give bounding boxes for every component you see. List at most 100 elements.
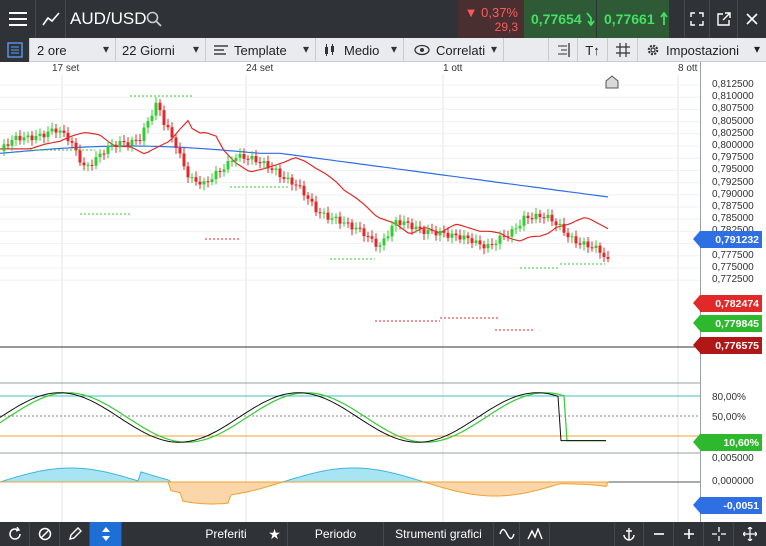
candle-body (94, 157, 98, 166)
anchor-icon (623, 528, 635, 541)
candle-body (34, 135, 38, 141)
chart-list-button[interactable] (0, 38, 30, 62)
candle-body (290, 177, 294, 185)
indicator-tick: 0,000000 (712, 476, 754, 487)
interval-dropdown[interactable]: 2 ore (30, 38, 116, 62)
price-tick: 0,800000 (712, 140, 754, 151)
range-dropdown[interactable]: 22 Giorni (116, 38, 206, 62)
zigzag-button[interactable] (520, 522, 550, 546)
candle-body (102, 153, 106, 155)
no-entry-icon (38, 527, 51, 541)
candle-body (274, 168, 278, 170)
candle-body (198, 181, 202, 185)
text-size-button[interactable]: T↑ (578, 38, 608, 62)
candle-body (326, 212, 330, 220)
grid-icon (615, 43, 630, 57)
candle-body (310, 198, 314, 202)
daily-change: ▼ 0,37% 29,3 (458, 0, 524, 38)
candle-body (254, 156, 258, 163)
chart-toolbar: 2 ore 22 Giorni Template Medio Correlati… (0, 38, 766, 62)
osc-positive-area (0, 467, 608, 483)
search-icon[interactable] (146, 11, 162, 32)
buy-price: 0,77661 (604, 11, 655, 27)
candle-body (230, 160, 234, 162)
wave-button[interactable] (494, 522, 520, 546)
settings-button[interactable]: Impostazioni ▾ (638, 38, 766, 62)
move-button[interactable] (734, 522, 766, 546)
home-marker-icon[interactable] (605, 75, 619, 94)
sort-button[interactable] (90, 522, 122, 546)
arrow-down-icon (585, 12, 595, 26)
menu-button[interactable] (0, 0, 36, 38)
candle-body (14, 135, 18, 140)
buy-line-badge: 0,779845 (693, 315, 762, 332)
oscillator-panel (0, 467, 700, 505)
price-tick: 0,775000 (712, 262, 754, 273)
average-label: Medio (344, 42, 380, 58)
candle-body (278, 168, 282, 178)
candle-body (2, 144, 6, 151)
stoch-k-line (0, 392, 606, 443)
candle-body (154, 102, 158, 116)
close-button[interactable] (738, 0, 766, 38)
clear-button[interactable] (30, 522, 60, 546)
chart-type-button[interactable] (36, 0, 66, 38)
template-dropdown[interactable]: Template (206, 38, 316, 62)
close-icon (746, 13, 758, 25)
current-price-badge: 0,776575 (693, 337, 762, 354)
candle-body (606, 257, 610, 259)
candle-body (574, 236, 578, 244)
candle-body (166, 125, 170, 128)
indicator-tick: 80,00% (712, 392, 746, 403)
expand-icon (690, 12, 704, 26)
average-dropdown[interactable]: Medio (316, 38, 404, 62)
popout-button[interactable] (710, 0, 738, 38)
crosshair-button[interactable] (704, 522, 734, 546)
candle-body (534, 213, 538, 220)
fullscreen-button[interactable] (684, 0, 710, 38)
price-tick: 0,782500 (712, 225, 754, 236)
align-right-button[interactable] (548, 38, 578, 62)
candle-body (66, 132, 70, 141)
candle-body (394, 220, 398, 226)
draw-button[interactable] (60, 522, 90, 546)
candle-body (130, 139, 134, 146)
candle-body (58, 130, 62, 133)
correlate-dropdown[interactable]: Correlati (404, 38, 504, 62)
favorites-button[interactable]: Preferiti (190, 522, 262, 546)
ma-fast-line (0, 119, 609, 242)
candle-body (578, 243, 582, 245)
favorite-star[interactable]: ★ (262, 522, 288, 546)
buy-button[interactable]: 0,77661 (597, 0, 669, 38)
candle-body (170, 127, 174, 138)
candle-body (82, 162, 86, 166)
period-button[interactable]: Periodo (288, 522, 384, 546)
price-tick: 0,797500 (712, 152, 754, 164)
symbol-title[interactable]: AUD/USD (70, 9, 147, 28)
candle-body (314, 201, 318, 213)
price-chart[interactable] (0, 75, 700, 522)
refresh-button[interactable] (0, 522, 30, 546)
zoom-in-button[interactable] (674, 522, 704, 546)
candle-body (570, 236, 574, 238)
candlestick-icon (325, 44, 334, 56)
candle-body (390, 225, 394, 237)
sell-button[interactable]: 0,77654 (524, 0, 596, 38)
correlate-label: Correlati (436, 42, 486, 58)
indicator-tick: 50,00% (712, 412, 746, 423)
candle-body (286, 177, 290, 179)
drawing-tools-label: Strumenti grafici (395, 527, 482, 541)
plus-icon (683, 529, 694, 539)
drawing-tools-button[interactable]: Strumenti grafici (384, 522, 494, 546)
price-tick: 0,810000 (712, 91, 754, 103)
grid-button[interactable] (608, 38, 638, 62)
hamburger-icon (8, 12, 27, 26)
anchor-button[interactable] (614, 522, 644, 546)
candle-body (46, 131, 50, 138)
candle-body (562, 223, 566, 233)
date-label: 1 ott (443, 63, 463, 74)
chart-grid (0, 75, 700, 522)
candle-body (10, 139, 14, 146)
candle-body (162, 110, 166, 126)
zoom-out-button[interactable] (644, 522, 674, 546)
